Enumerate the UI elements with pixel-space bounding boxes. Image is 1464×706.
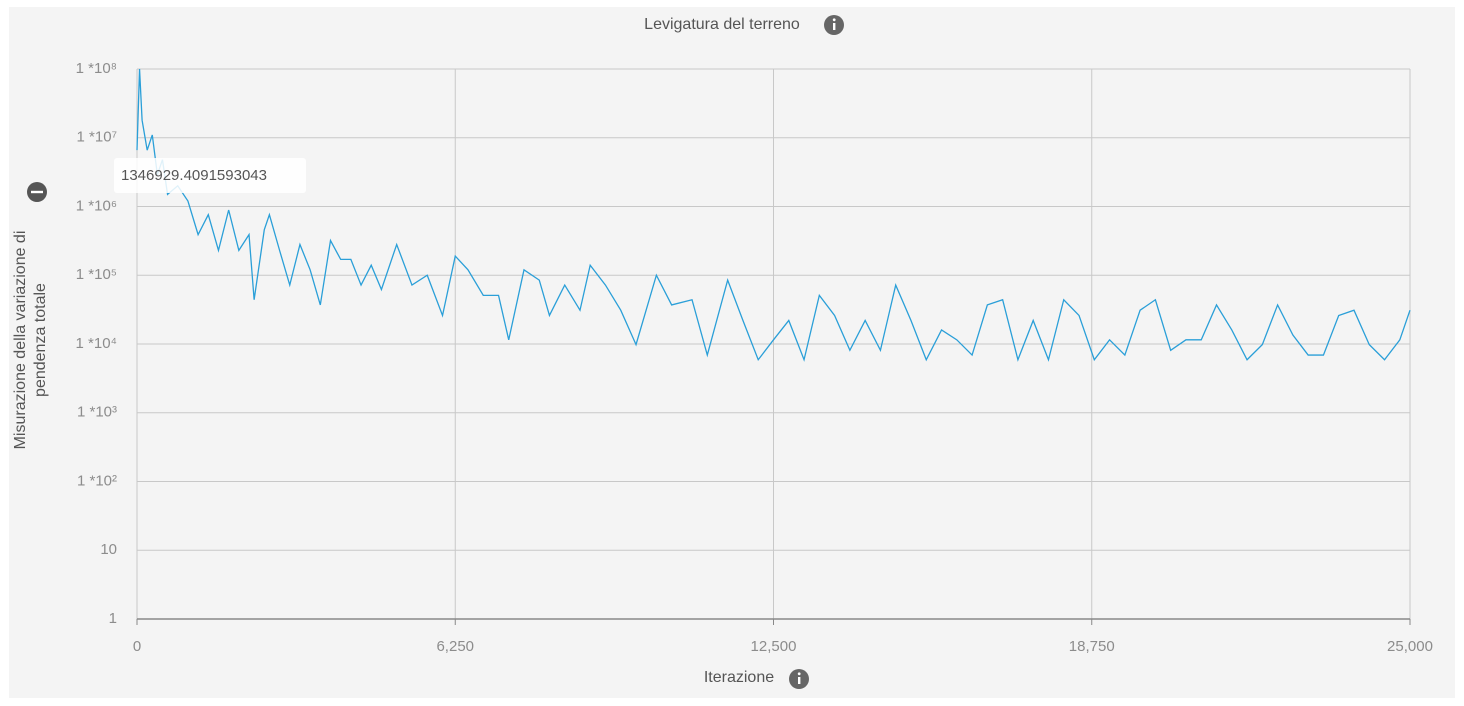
x-tick-label: 18,750 <box>1069 638 1115 655</box>
collapse-icon[interactable] <box>27 182 47 202</box>
tooltip: 1346929.4091593043 <box>114 158 306 193</box>
panel <box>9 7 1455 698</box>
y-axis-label: Misurazione della variazione di pendenza… <box>12 230 49 450</box>
x-axis-label: Iterazione <box>704 669 774 686</box>
y-tick-label: 1 *10⁸ <box>76 60 117 77</box>
info-icon[interactable] <box>824 15 844 35</box>
data-line <box>136 68 1411 362</box>
chart-title: Levigatura del terreno <box>644 16 800 33</box>
y-tick-label: 1 *10⁵ <box>76 266 117 283</box>
x-tick-label: 25,000 <box>1387 638 1433 655</box>
y-tick-label: 1 *10⁴ <box>76 335 117 352</box>
y-tick-label: 1 *10² <box>77 472 117 489</box>
x-tick-label: 12,500 <box>751 638 797 655</box>
y-tick-label: 1 *10³ <box>77 404 117 421</box>
x-tick-label: 0 <box>133 638 141 655</box>
tooltip-text: 1346929.4091593043 <box>121 167 267 184</box>
tooltip-box <box>114 158 306 193</box>
y-tick-label: 1 <box>109 610 117 627</box>
y-tick-label: 1 *10⁷ <box>77 129 117 146</box>
info-icon[interactable] <box>789 669 809 689</box>
y-tick-label: 1 *10⁶ <box>76 197 117 214</box>
x-tick-label: 6,250 <box>436 638 474 655</box>
y-tick-label: 10 <box>100 541 117 558</box>
